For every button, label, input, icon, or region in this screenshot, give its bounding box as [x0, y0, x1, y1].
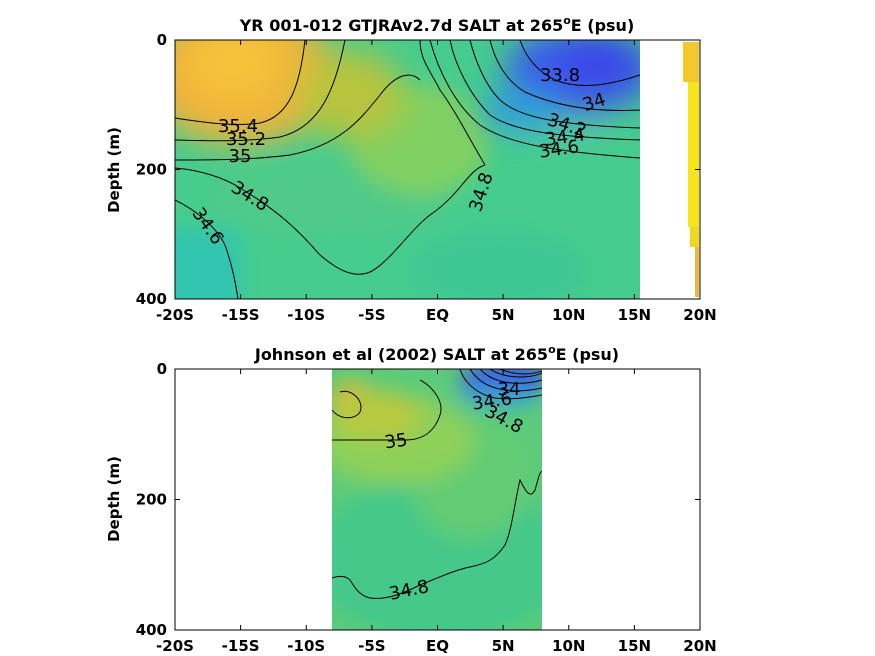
- bottom-ticks: -20S -15S -10S -5S EQ 5N 10N 15N 20N 0 200 400: [136, 360, 717, 655]
- contour-35: [175, 74, 421, 161]
- clabel-33.8: 33.8: [540, 65, 580, 86]
- top-ytick-label: 200: [136, 161, 167, 179]
- bottom-ylabel: Depth (m): [105, 456, 123, 542]
- bottom-contour-lines: [332, 369, 542, 599]
- top-xtick-label: -20S: [156, 306, 194, 324]
- top-ytick-label: 400: [136, 290, 167, 308]
- clabel-35.4: 35.4: [218, 116, 258, 137]
- bottom-xtick-label: 15N: [618, 637, 651, 655]
- bottom-ytick-label: 0: [157, 360, 167, 378]
- clabel-35: 35: [229, 146, 252, 167]
- contour-35.2: [175, 40, 346, 142]
- b-contour-35: [332, 379, 442, 441]
- contour-35.4: [175, 40, 306, 125]
- top-xtick-label: 5N: [492, 306, 515, 324]
- bottom-xtick-label: 5N: [492, 637, 515, 655]
- contour-34.8-left: [175, 164, 486, 275]
- top-xtick-label: EQ: [426, 306, 449, 324]
- bottom-panel-title: Johnson et al (2002) SALT at 265oE (psu): [254, 343, 619, 364]
- clabel-35.2: 35.2: [226, 129, 266, 150]
- bottom-xtick-label: -10S: [287, 637, 325, 655]
- top-xtick-label: -10S: [287, 306, 325, 324]
- contour-34.6: [175, 199, 239, 299]
- contour-34.4: [449, 40, 640, 141]
- top-xtick-label: 20N: [683, 306, 716, 324]
- top-ticks: -20S -15S -10S -5S EQ 5N 10N 15N 20N 0 200 400: [136, 31, 717, 324]
- b-contour-34: [479, 369, 542, 384]
- b-contour-34.8-bottom: [332, 471, 542, 599]
- b-contour-34.8-top: [459, 369, 542, 400]
- top-contour-lines: [175, 40, 640, 299]
- contour-34.8-right: [419, 40, 486, 166]
- top-xtick-label: -15S: [222, 306, 260, 324]
- b-contour-34.6: [469, 369, 542, 392]
- contour-34: [489, 40, 640, 111]
- b-contour-fresh1: [489, 369, 542, 378]
- bottom-salinity-field: [332, 369, 542, 630]
- bottom-xtick-label: -15S: [222, 637, 260, 655]
- bottom-panel: Johnson et al (2002) SALT at 265oE (psu): [105, 343, 717, 655]
- contour-34.6b: [429, 40, 640, 159]
- contour-33.8: [519, 40, 640, 86]
- bottom-xtick-label: -5S: [358, 637, 385, 655]
- top-panel-title: YR 001-012 GTJRAv2.7d SALT at 265oE (psu…: [239, 14, 635, 35]
- b-clabel-34: 34: [498, 379, 521, 400]
- bottom-ytick-label: 400: [136, 621, 167, 639]
- b-clabel-35: 35: [383, 430, 409, 454]
- bottom-xtick-label: EQ: [426, 637, 449, 655]
- top-xtick-label: 10N: [552, 306, 585, 324]
- bottom-xtick-label: -20S: [156, 637, 194, 655]
- top-ytick-label: 0: [157, 31, 167, 49]
- top-xtick-label: -5S: [358, 306, 385, 324]
- bottom-xtick-label: 20N: [683, 637, 716, 655]
- bottom-ytick-label: 200: [136, 491, 167, 509]
- top-ylabel: Depth (m): [105, 127, 123, 213]
- bottom-xtick-label: 10N: [552, 637, 585, 655]
- top-right-strip: [683, 42, 699, 297]
- top-panel: YR 001-012 GTJRAv2.7d SALT at 265oE (psu…: [105, 14, 717, 324]
- top-xtick-label: 15N: [618, 306, 651, 324]
- top-salinity-field: [175, 40, 640, 299]
- b-contour-fresh2: [499, 369, 542, 375]
- contour-34.2: [469, 40, 640, 129]
